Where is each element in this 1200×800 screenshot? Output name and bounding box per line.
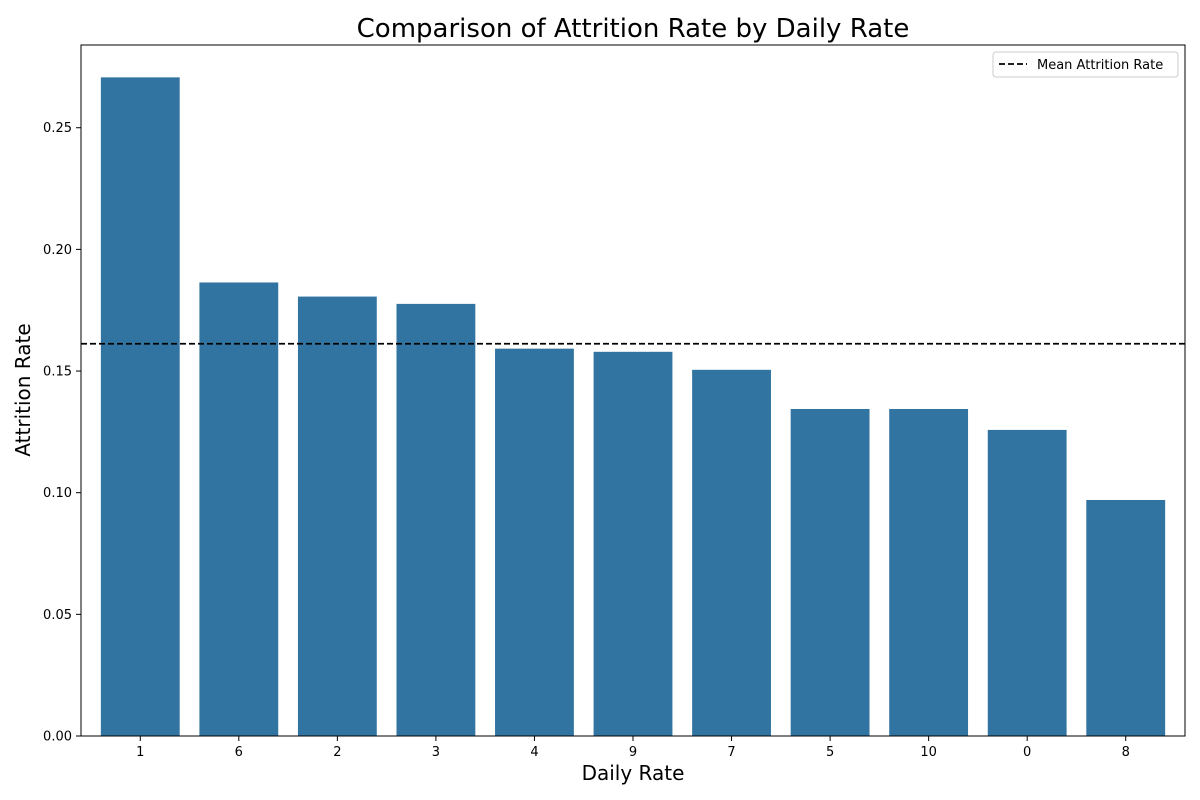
plot-frame bbox=[80, 44, 1186, 737]
bar-8 bbox=[1086, 499, 1166, 736]
legend: Mean Attrition Rate bbox=[992, 51, 1179, 78]
x-axis: 1 6 2 3 4 9 7 5 10 0 8 bbox=[136, 736, 1130, 760]
x-tick-label-2: 2 bbox=[333, 745, 341, 760]
x-tick-label-0: 0 bbox=[1023, 745, 1031, 760]
legend-mean-label: Mean Attrition Rate bbox=[1037, 58, 1163, 73]
bar-10 bbox=[889, 408, 969, 736]
y-tick-label-0.20: 0.20 bbox=[43, 243, 72, 258]
y-tick-label-0.15: 0.15 bbox=[43, 365, 72, 380]
bars-group bbox=[100, 77, 1166, 736]
y-tick-label-0.00: 0.00 bbox=[43, 730, 72, 745]
y-axis-label: Attrition Rate bbox=[11, 323, 35, 456]
x-tick-label-4: 4 bbox=[530, 745, 538, 760]
bar-4 bbox=[495, 348, 574, 736]
x-tick-label-5: 5 bbox=[826, 745, 834, 760]
legend-box bbox=[992, 51, 1179, 78]
chart-title: Comparison of Attrition Rate by Daily Ra… bbox=[357, 14, 910, 44]
x-tick-label-9: 9 bbox=[629, 745, 637, 760]
x-tick-label-8: 8 bbox=[1122, 745, 1130, 760]
bar-6 bbox=[199, 282, 279, 736]
x-tick-label-7: 7 bbox=[727, 745, 735, 760]
y-tick-label-0.05: 0.05 bbox=[43, 608, 72, 623]
bar-0 bbox=[987, 429, 1067, 736]
x-tick-label-1: 1 bbox=[136, 745, 144, 760]
y-tick-label-0.25: 0.25 bbox=[43, 121, 72, 136]
bar-7 bbox=[692, 369, 771, 736]
bar-1 bbox=[100, 77, 180, 736]
bar-9 bbox=[593, 351, 673, 736]
y-axis: 0.00 0.05 0.10 0.15 0.20 0.25 bbox=[43, 121, 81, 745]
y-tick-label-0.10: 0.10 bbox=[43, 486, 72, 501]
x-tick-label-6: 6 bbox=[235, 745, 243, 760]
bar-5 bbox=[790, 408, 870, 736]
x-axis-label: Daily Rate bbox=[582, 761, 685, 785]
x-tick-label-3: 3 bbox=[432, 745, 440, 760]
bar-3 bbox=[396, 303, 476, 736]
x-tick-label-10: 10 bbox=[920, 745, 937, 760]
bar-2 bbox=[297, 296, 377, 736]
